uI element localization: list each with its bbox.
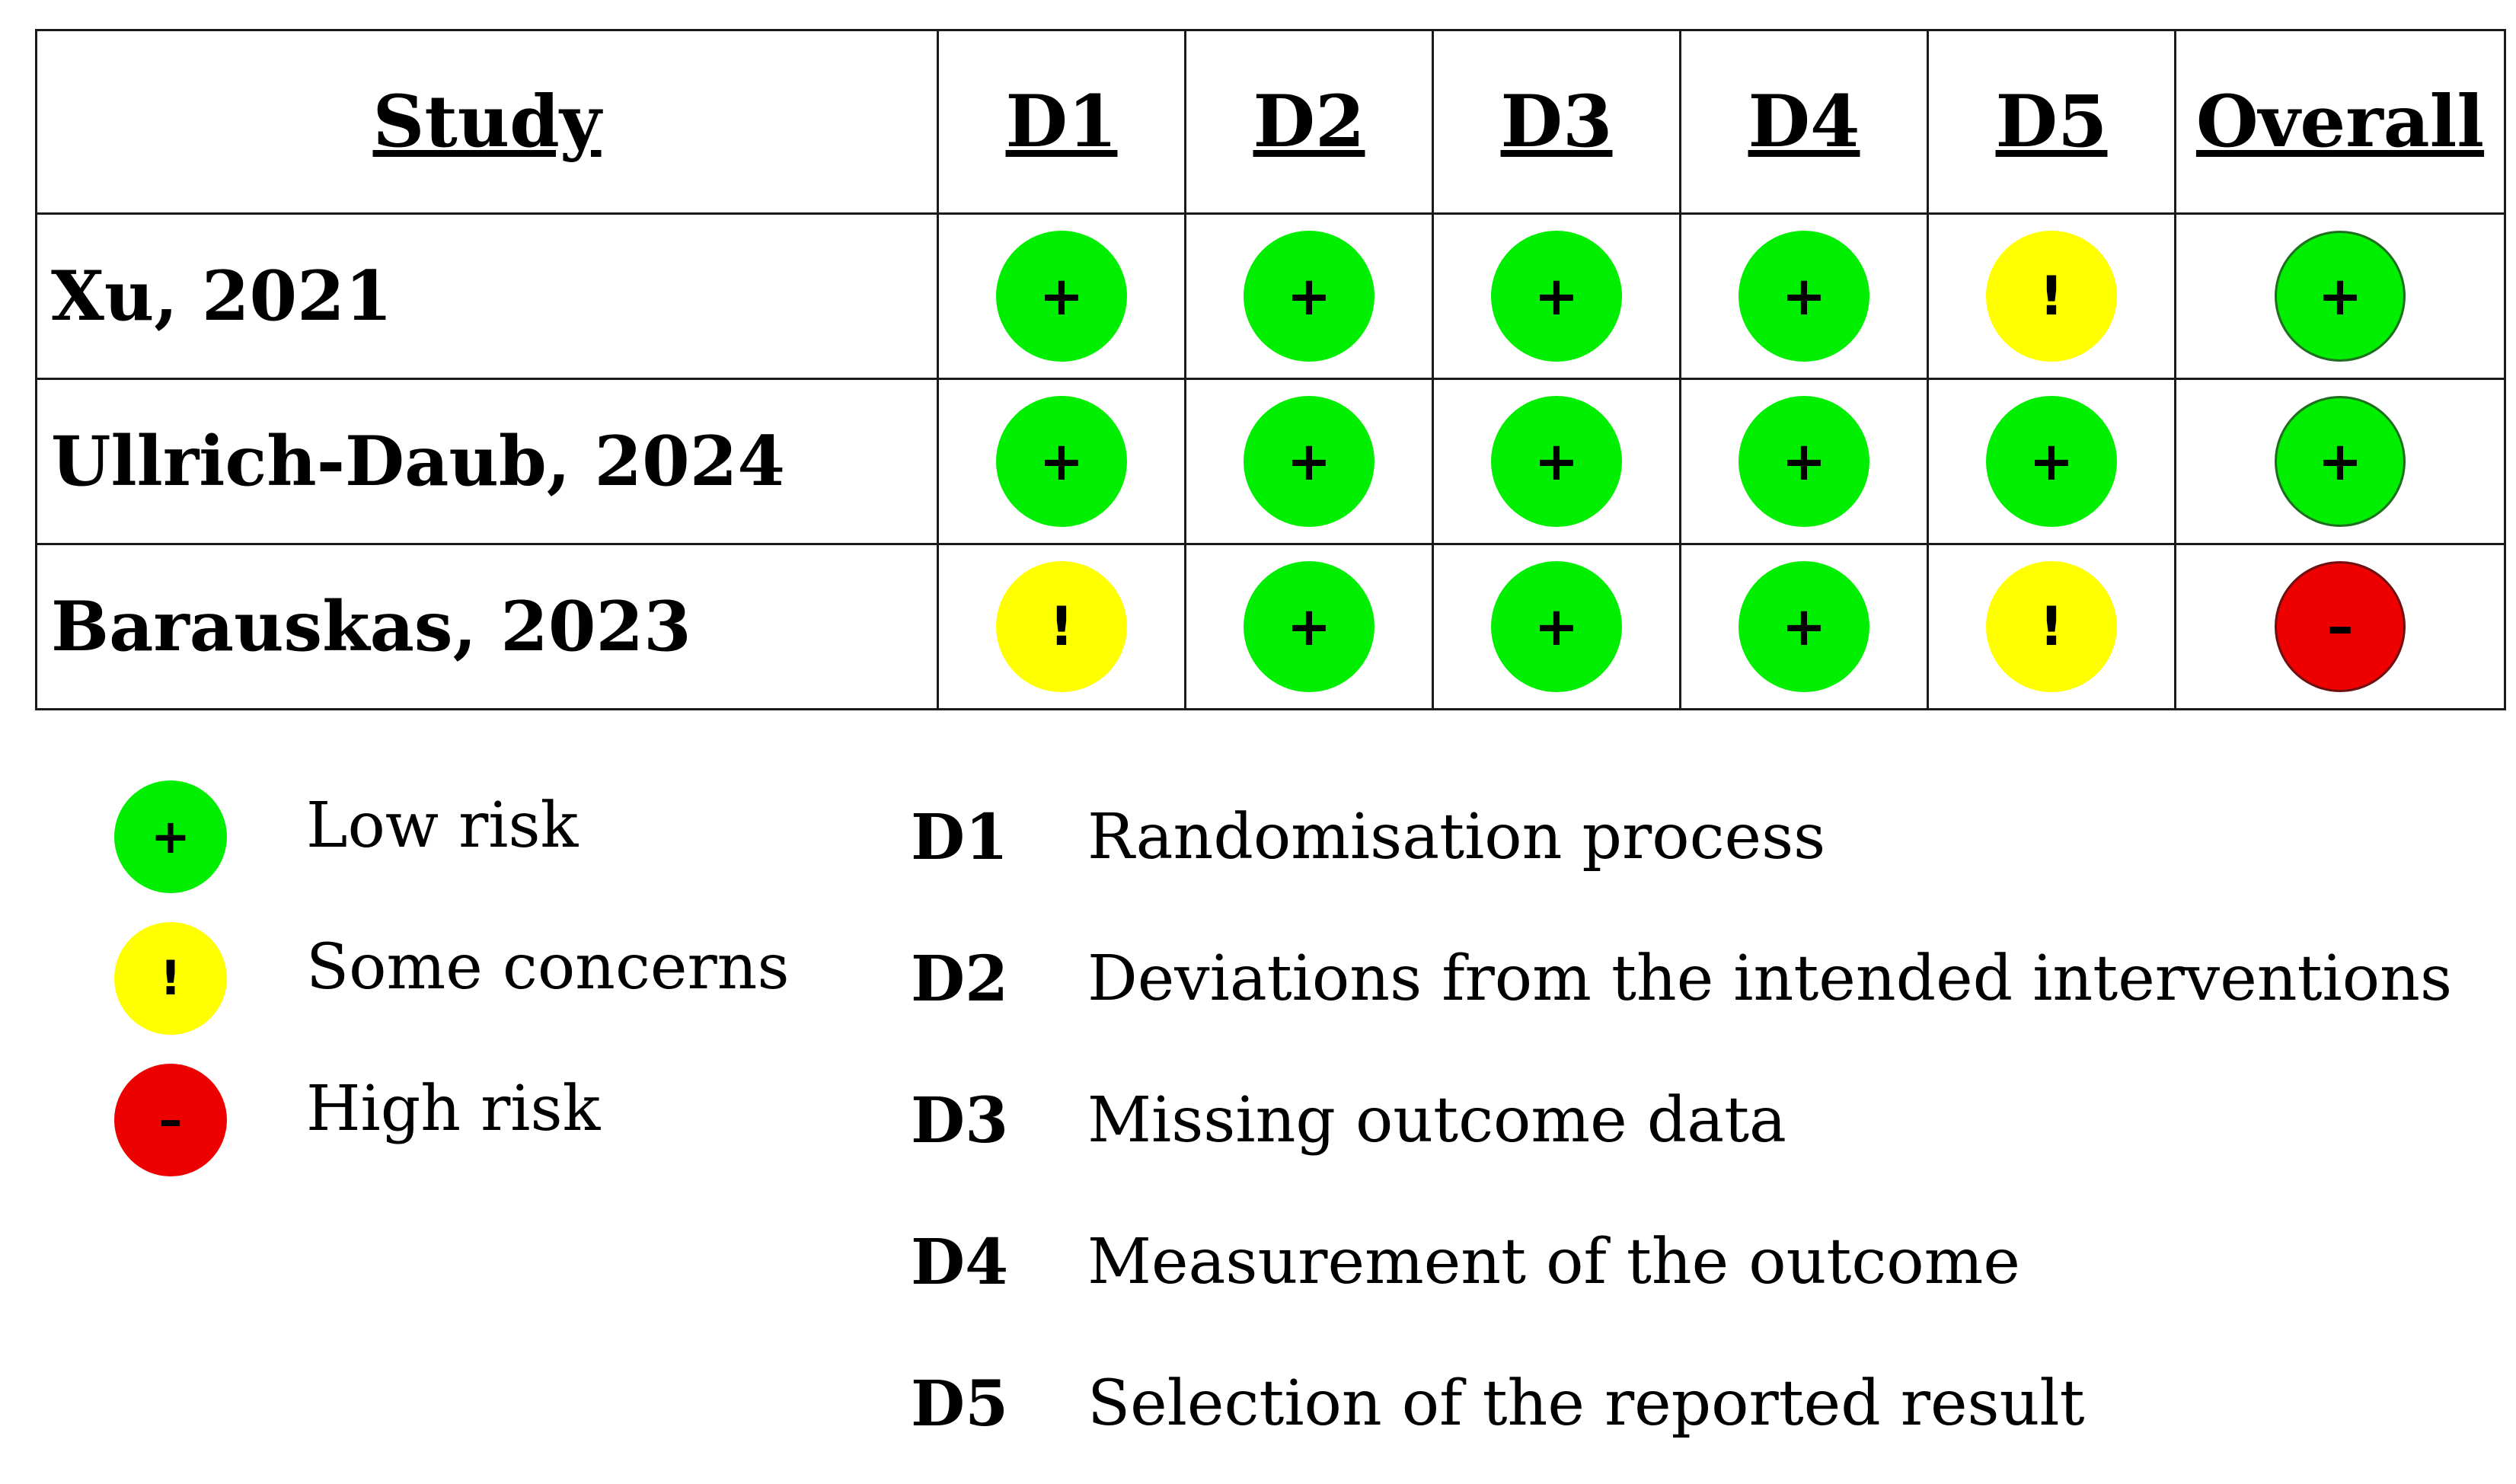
study-name: Ullrich-Daub, 2024 (35, 378, 939, 545)
domain-cell-d4: + (1679, 543, 1929, 710)
domain-code: D4 (911, 1226, 1009, 1299)
domain-cell-d3: + (1432, 212, 1681, 380)
study-name: Xu, 2021 (35, 212, 939, 380)
low-risk-icon: + (1739, 231, 1869, 362)
domain-cell-d5: + (1927, 378, 2176, 545)
low-risk-icon: + (996, 231, 1127, 362)
domain-code: D2 (911, 943, 1009, 1016)
header-d1: D1 (937, 29, 1186, 215)
low-risk-icon: + (1491, 561, 1622, 692)
high-risk-icon: – (114, 1064, 227, 1176)
domain-description: Randomisation process (1087, 801, 1826, 873)
domain-cell-d2: + (1184, 212, 1434, 380)
low-risk-icon: + (1244, 561, 1375, 692)
legend-item-low: + Low risk (114, 780, 876, 893)
domain-cell-d4: + (1679, 378, 1929, 545)
legend-label-low: Low risk (306, 790, 579, 862)
study-name: Barauskas, 2023 (35, 543, 939, 710)
low-risk-icon: + (1491, 396, 1622, 527)
domain-cell-d3: + (1432, 543, 1681, 710)
domain-code: D3 (911, 1084, 1009, 1157)
some-concerns-icon: ! (1986, 231, 2117, 362)
domain-item-d5: D5 Selection of the reported result (911, 1368, 2472, 1451)
header-row: Study D1 D2 D3 D4 D5 Overall (35, 29, 2506, 215)
low-risk-icon: + (2275, 396, 2406, 527)
header-d2: D2 (1184, 29, 1434, 215)
high-risk-icon: – (2275, 561, 2406, 692)
low-risk-icon: + (1244, 396, 1375, 527)
low-risk-icon: + (996, 396, 1127, 527)
domain-code: D1 (911, 801, 1009, 874)
some-concerns-icon: ! (1986, 561, 2117, 692)
overall-cell: + (2174, 378, 2506, 545)
low-risk-icon: + (2275, 231, 2406, 362)
domain-description: Missing outcome data (1087, 1084, 1786, 1157)
low-risk-icon: + (1244, 231, 1375, 362)
domain-item-d3: D3 Missing outcome data (911, 1084, 2472, 1168)
domain-description: Selection of the reported result (1087, 1368, 2085, 1440)
header-d4: D4 (1679, 29, 1929, 215)
low-risk-icon: + (1739, 561, 1869, 692)
domain-item-d4: D4 Measurement of the outcome (911, 1226, 2472, 1310)
header-d3: D3 (1432, 29, 1681, 215)
header-overall: Overall (2174, 29, 2506, 215)
legend-label-some: Some concerns (306, 931, 790, 1004)
domain-cell-d5: ! (1927, 212, 2176, 380)
domain-description: Measurement of the outcome (1087, 1226, 2020, 1298)
risk-of-bias-table: Study D1 D2 D3 D4 D5 Overall Xu, 2021 + + +… (35, 29, 2506, 710)
legend-item-high: – High risk (114, 1064, 876, 1176)
domain-code: D5 (911, 1368, 1009, 1441)
domain-cell-d3: + (1432, 378, 1681, 545)
some-concerns-icon: ! (996, 561, 1127, 692)
domain-cell-d1: ! (937, 543, 1186, 710)
overall-cell: – (2174, 543, 2506, 710)
header-d5: D5 (1927, 29, 2176, 215)
low-risk-icon: + (114, 780, 227, 893)
table-row: Ullrich-Daub, 2024 + + + + + + (35, 378, 2506, 545)
overall-cell: + (2174, 212, 2506, 380)
low-risk-icon: + (1739, 396, 1869, 527)
some-concerns-icon: ! (114, 922, 227, 1035)
domain-cell-d1: + (937, 212, 1186, 380)
domain-item-d1: D1 Randomisation process (911, 801, 2472, 885)
low-risk-icon: + (1986, 396, 2117, 527)
low-risk-icon: + (1491, 231, 1622, 362)
domain-cell-d1: + (937, 378, 1186, 545)
domain-item-d2: D2 Deviations from the intended interven… (911, 943, 2472, 1026)
legend-label-high: High risk (306, 1073, 601, 1145)
domain-cell-d5: ! (1927, 543, 2176, 710)
domain-description: Deviations from the intended interventio… (1087, 943, 2453, 1015)
table-row: Xu, 2021 + + + +! + (35, 212, 2506, 380)
table-body: Xu, 2021 + + + +! + Ullrich-Daub, 2024 + + + + + + Ba… (35, 212, 2506, 710)
domain-cell-d2: + (1184, 378, 1434, 545)
table-row: Barauskas, 2023! + + +! – (35, 543, 2506, 710)
header-study: Study (35, 29, 939, 215)
domain-cell-d2: + (1184, 543, 1434, 710)
legend-item-some: ! Some concerns (114, 922, 876, 1035)
domain-cell-d4: + (1679, 212, 1929, 380)
